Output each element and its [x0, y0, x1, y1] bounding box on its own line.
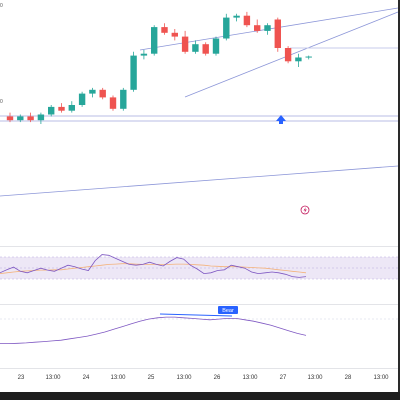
bull-candle — [212, 38, 220, 54]
bear-candle — [6, 116, 14, 121]
bear-candle — [274, 19, 281, 48]
time-tick: 27 — [279, 375, 287, 381]
osc-bear-divergence-line[interactable] — [159, 313, 233, 317]
time-tick: 13:00 — [373, 375, 389, 381]
flash-icon[interactable] — [300, 205, 310, 215]
right-divider — [398, 0, 400, 392]
bull-candle — [89, 89, 96, 94]
bear-candle — [254, 25, 261, 31]
rsi-line — [0, 254, 307, 278]
bear-candle — [171, 32, 178, 37]
time-tick: 28 — [344, 375, 352, 381]
bull-candle — [17, 116, 24, 121]
bear-candle — [284, 48, 292, 62]
price-pane[interactable] — [0, 0, 400, 245]
time-tick: 13:00 — [45, 375, 61, 381]
bear-candle — [161, 27, 168, 33]
bull-candle — [48, 106, 55, 115]
time-tick: 23 — [17, 375, 25, 381]
lower-channel-line[interactable] — [184, 11, 399, 98]
bull-candle — [233, 15, 240, 18]
time-tick: 13:00 — [242, 375, 258, 381]
bull-candle — [37, 114, 45, 121]
time-axis[interactable]: 23 13:00 24 13:00 25 13:00 26 13:00 27 1… — [0, 368, 400, 393]
rsi-pane[interactable] — [0, 248, 400, 303]
bull-candle — [295, 57, 302, 62]
rising-trendline[interactable] — [0, 165, 399, 197]
bear-candle — [109, 97, 117, 109]
bear-label-text: Bear — [222, 308, 234, 314]
bear-candle — [99, 89, 106, 98]
bull-candle — [130, 55, 137, 90]
time-tick: 26 — [213, 375, 221, 381]
bear-candle — [202, 44, 209, 54]
bear-candle — [243, 15, 251, 26]
time-tick: 13:00 — [307, 375, 323, 381]
up-arrow-icon — [276, 115, 286, 124]
bull-candle — [151, 27, 158, 54]
bull-candle — [140, 53, 148, 56]
left-price-label: 0 — [0, 99, 3, 105]
bear-label[interactable]: Bear — [218, 306, 238, 314]
time-tick: 24 — [82, 375, 90, 381]
bottom-bar — [0, 392, 400, 400]
bull-candle — [68, 105, 75, 111]
bull-candle — [192, 44, 199, 52]
bull-candle — [264, 25, 271, 31]
pane-separator[interactable] — [0, 246, 400, 247]
time-tick: 25 — [147, 375, 155, 381]
bear-candle — [181, 36, 189, 52]
top-label: 0 — [0, 3, 3, 9]
bull-candle — [120, 89, 127, 109]
oscillator-line — [0, 316, 307, 344]
bear-candle — [27, 116, 34, 121]
bear-candle — [58, 106, 65, 111]
time-tick: 13:00 — [110, 375, 126, 381]
bull-candle — [305, 56, 312, 58]
rsi-band — [0, 257, 398, 279]
time-tick: 13:00 — [176, 375, 192, 381]
rsi-ma-line — [0, 263, 307, 274]
pane-separator[interactable] — [0, 304, 400, 305]
candles-group — [6, 11, 312, 124]
bull-candle — [223, 17, 230, 39]
bull-candle — [78, 93, 86, 105]
oscillator-pane[interactable]: Bear — [0, 305, 400, 365]
